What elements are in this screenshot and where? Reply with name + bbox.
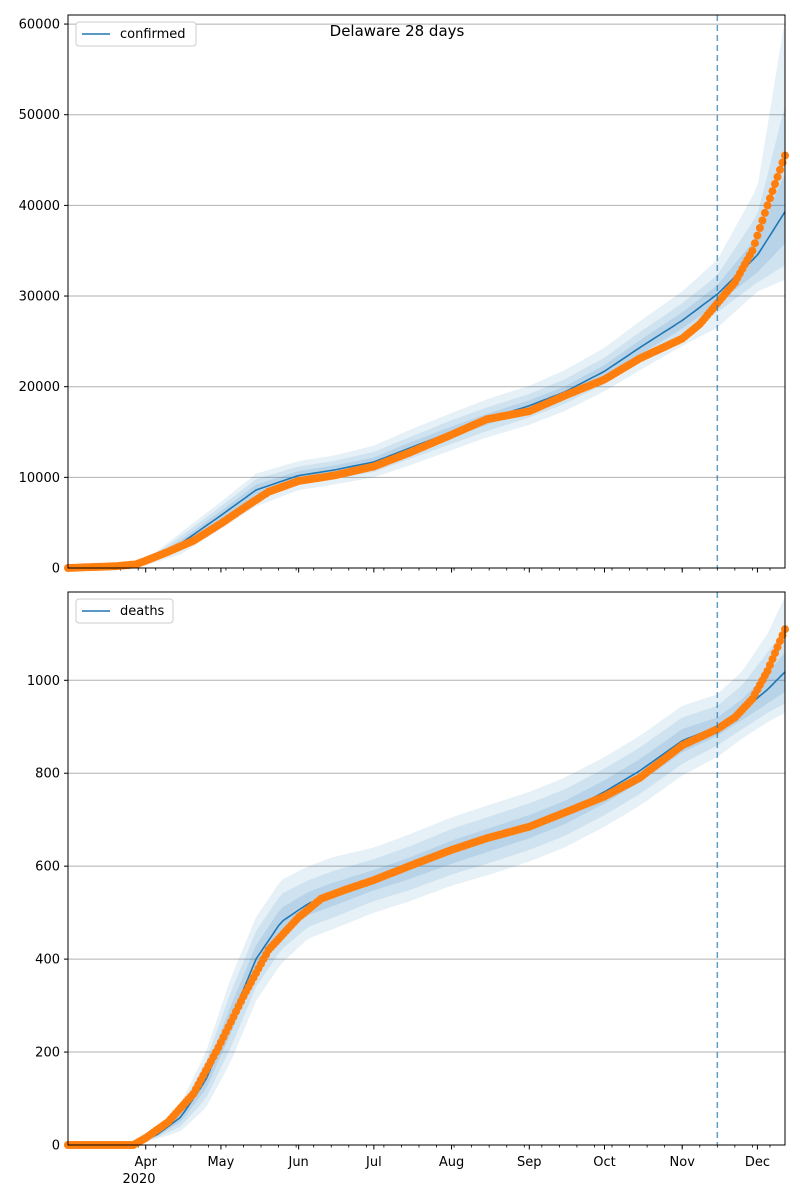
observed-point [771, 180, 779, 188]
observed-point [771, 649, 779, 658]
uncertainty-band-inner [68, 173, 785, 568]
x-tick-label: Sep [517, 1155, 542, 1170]
y-tick-label: 600 [35, 860, 60, 875]
confirmed-legend: confirmed [75, 21, 197, 47]
observed-point [758, 216, 767, 225]
x-tick-label: Nov [670, 1155, 696, 1170]
y-tick-label: 40000 [19, 199, 60, 214]
x-year-label: 2020 [122, 1172, 155, 1187]
legend-label-deaths: deaths [120, 604, 165, 619]
y-tick-label: 20000 [19, 380, 60, 395]
x-tick-label: Dec [745, 1155, 770, 1170]
observed-point [776, 165, 784, 174]
y-tick-label: 0 [52, 1139, 60, 1154]
y-tick-label: 30000 [19, 290, 60, 305]
observed-point [760, 208, 769, 217]
axes-frame [67, 591, 786, 1146]
y-tick-label: 0 [52, 562, 60, 577]
observed-point [766, 194, 774, 203]
x-tick-label: May [207, 1155, 234, 1170]
x-tick-label: Jul [365, 1155, 382, 1170]
observed-point [763, 201, 772, 210]
confirmed-plot-area: 0 10000 20000 30000 40000 50000 60000 [19, 14, 789, 577]
deaths-legend: deaths [75, 598, 174, 624]
confirmed-panel: 0 10000 20000 30000 40000 50000 60000 confirme… [19, 14, 789, 577]
y-tick-label: 200 [35, 1046, 60, 1061]
deaths-panel: 0 200 400 600 800 1000 Apr May Jun Jul Aug Sep Oct No… [27, 591, 789, 1170]
observed-point [768, 187, 777, 196]
observed-point [755, 224, 764, 232]
observed-point [768, 655, 777, 664]
observed-point [750, 239, 759, 248]
legend-label-confirmed: confirmed [120, 27, 186, 42]
axes-frame [67, 14, 786, 569]
chart-title: Delaware 28 days [330, 22, 465, 40]
uncertainty-band-outer [68, 19, 785, 568]
y-tick-label: 400 [35, 953, 60, 968]
x-tick-label: Oct [593, 1155, 615, 1170]
x-tick-label: Jun [287, 1155, 308, 1170]
uncertainty-band-middle [68, 105, 785, 568]
legend-frame [75, 21, 197, 47]
observed-point [748, 246, 757, 255]
y-tick-label: 50000 [19, 108, 60, 123]
x-tick-label: Apr [134, 1155, 157, 1170]
observed-point [753, 231, 762, 240]
deaths-plot-area: 0 200 400 600 800 1000 Apr May Jun Jul Aug Sep Oct No… [27, 591, 789, 1170]
observed-point [763, 667, 772, 675]
y-tick-label: 60000 [19, 18, 60, 33]
observed-point [773, 643, 782, 652]
y-tick-label: 10000 [19, 471, 60, 486]
observed-point [773, 172, 782, 181]
uncertainty-band-outer [68, 596, 785, 1145]
x-tick-label: Aug [439, 1155, 464, 1170]
y-tick-label: 1000 [27, 674, 60, 689]
y-tick-label: 800 [35, 767, 60, 782]
legend-frame [75, 598, 174, 624]
model-line [67, 211, 786, 569]
